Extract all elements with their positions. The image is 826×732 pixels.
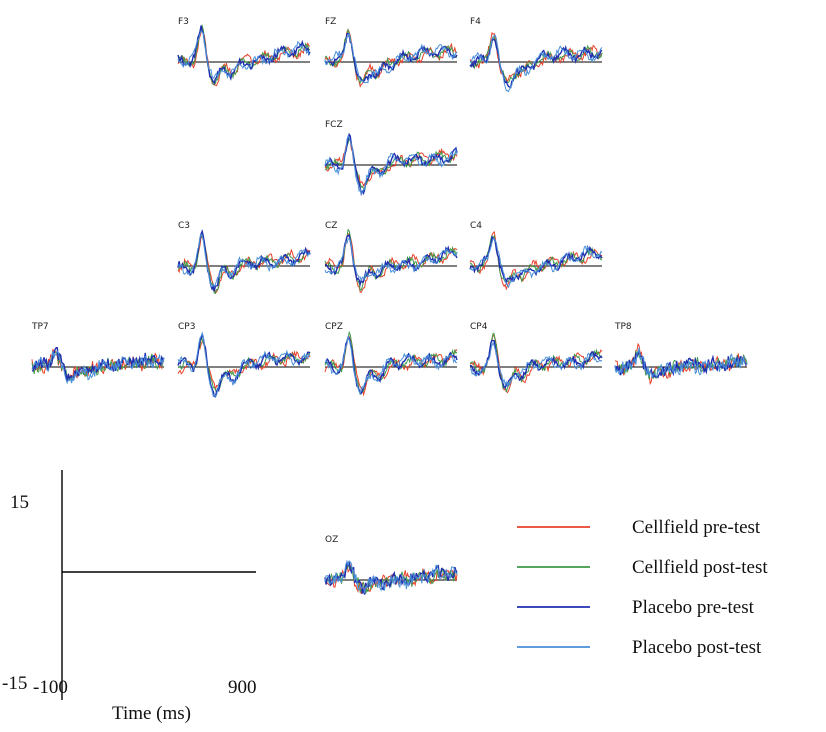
- channel-label: TP8: [614, 322, 632, 332]
- channel-panel-c4: C4: [470, 221, 602, 289]
- legend-label: Cellfield pre-test: [632, 517, 761, 538]
- scale-y-top-label: 15: [10, 492, 29, 513]
- channel-label: CPZ: [325, 322, 343, 332]
- waveform-placebo-post-test: [325, 238, 457, 280]
- channel-panel-fz: FZ: [325, 17, 457, 86]
- channel-panel-f3: F3: [178, 17, 310, 86]
- waveform-placebo-pre-test: [32, 348, 164, 381]
- legend: Cellfield pre-test Cellfield post-test Pla…: [517, 517, 768, 658]
- channel-label: FZ: [325, 17, 336, 27]
- channel-label: CZ: [325, 221, 337, 231]
- scale-bar: 15 -15 -100 900 Time (ms): [2, 470, 257, 724]
- channel-panel-cp4: CP4: [470, 322, 602, 393]
- channel-panel-fcz: FCZ: [325, 120, 457, 194]
- channel-panel-f4: F4: [470, 17, 602, 92]
- channel-label: CP3: [178, 322, 195, 332]
- channel-label: OZ: [325, 535, 338, 545]
- channel-panel-cpz: CPZ: [325, 322, 457, 395]
- waveform-placebo-pre-test: [178, 334, 310, 397]
- channel-panel-cp3: CP3: [178, 322, 310, 397]
- waveform-placebo-pre-test: [325, 134, 457, 193]
- waveform-cellfield-pre-test: [325, 30, 457, 87]
- legend-label: Placebo post-test: [632, 637, 762, 658]
- channel-panels: F3 FZ F4 FCZ C3 CZ C4 TP7 CP3 CPZ CP4 TP8 OZ: [31, 17, 747, 595]
- channel-label: C4: [470, 221, 482, 231]
- channel-panel-oz: OZ: [325, 535, 457, 595]
- channel-label: F4: [470, 17, 481, 27]
- waveform-placebo-post-test: [325, 336, 457, 394]
- waveform-cellfield-pre-test: [178, 236, 310, 293]
- waveform-cellfield-pre-test: [470, 33, 602, 81]
- channel-label: TP7: [31, 322, 49, 332]
- scale-x-left-label: -100: [33, 677, 68, 698]
- legend-label: Placebo pre-test: [632, 597, 755, 618]
- channel-label: F3: [178, 17, 189, 27]
- channel-label: C3: [178, 221, 190, 231]
- scale-x-right-label: 900: [228, 677, 257, 698]
- x-axis-label: Time (ms): [112, 703, 191, 724]
- waveform-placebo-post-test: [178, 333, 310, 396]
- channel-label: CP4: [470, 322, 488, 332]
- waveform-cellfield-post-test: [178, 338, 310, 393]
- channel-panel-c3: C3: [178, 221, 310, 293]
- legend-label: Cellfield post-test: [632, 557, 768, 578]
- scale-y-bottom-label: -15: [2, 673, 27, 694]
- channel-label: FCZ: [325, 120, 343, 130]
- channel-panel-cz: CZ: [325, 221, 457, 292]
- channel-panel-tp8: TP8: [614, 322, 747, 384]
- channel-panel-tp7: TP7: [31, 322, 164, 383]
